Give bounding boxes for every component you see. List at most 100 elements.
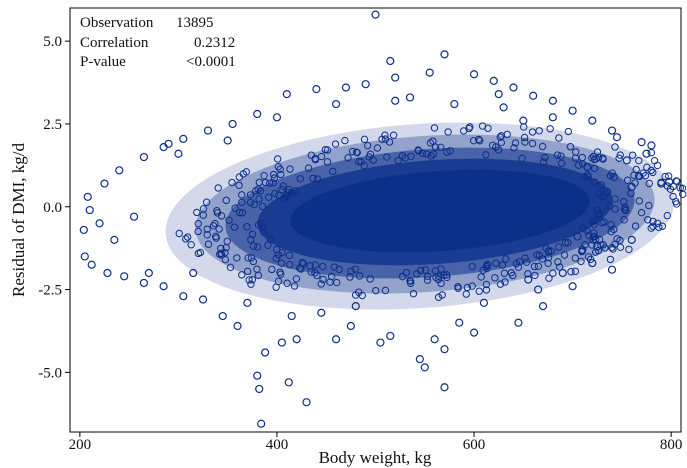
cloud-edge-marker [647,224,655,232]
scatter-point-1 [371,10,380,19]
scatter-point-18 [637,138,646,147]
cloud-edge-marker [454,282,462,291]
cloud-edge-marker [533,251,541,259]
cloud-edge-marker [272,245,281,254]
cloud-edge-marker [260,171,268,180]
scatter-point-90 [243,298,252,307]
scatter-point-16 [588,116,597,125]
cloud-edge-marker [260,228,268,236]
scatter-point-53 [302,398,311,407]
scatter-point-43 [346,321,355,331]
cloud-edge-marker [482,286,491,294]
scatter-point-31 [534,285,543,294]
scatter-point-80 [607,126,617,135]
cloud-edge-marker [628,151,637,159]
cloud-edge-marker [593,206,601,214]
scatter-point-97 [524,275,533,284]
cloud-edge-marker [615,154,623,162]
cloud-edge-marker [414,146,422,154]
cloud-edge-marker [579,224,587,233]
cloud-edge-marker [264,193,273,201]
cloud-edge-marker [351,265,359,273]
cloud-edge-marker [182,235,190,243]
cloud-edge-marker [317,152,326,161]
cloud-edge-marker [284,189,292,197]
cloud-edge-marker [243,223,251,231]
cloud-edge-marker [202,198,211,206]
cloud-edge-marker [290,282,299,290]
cloud-edge-marker [643,163,651,172]
cloud-edge-marker [249,257,258,266]
cloud-edge-marker [353,148,361,157]
scatter-point-75 [331,99,341,109]
cloud-edge-marker [491,274,499,282]
cloud-edge-marker [616,236,624,245]
cloud-edge-marker [357,157,365,166]
scatter-point-92 [287,311,296,321]
cloud-edge-marker [217,251,226,259]
cloud-edge-marker [221,255,230,264]
cloud-edge-marker [203,225,211,233]
cloud-edge-marker [258,202,267,211]
cloud-edge-marker [443,148,451,156]
cloud-edge-marker [311,155,320,164]
y-tick-label: 5.0 [43,34,62,50]
cloud-edge-marker [496,280,505,288]
cloud-edge-marker [422,150,431,158]
cloud-edge-marker [446,147,454,155]
cloud-edge-marker [554,258,562,266]
cloud-edge-marker [635,197,643,205]
cloud-edge-marker [269,179,277,187]
cloud-edge-marker [231,204,239,212]
cloud-edge-marker [555,134,563,142]
scatter-point-6 [361,80,370,89]
scatter-point-36 [430,335,439,344]
cloud-edge-marker [591,178,599,186]
cloud-edge-marker [583,227,591,235]
cloud-edge-marker [630,171,638,179]
cloud-edge-marker [622,206,630,215]
cloud-edge-marker [557,152,565,160]
cloud-edge-marker [214,184,222,192]
scatter-point-99 [583,162,592,172]
scatter-point-7 [341,83,351,92]
cloud-edge-marker [593,148,602,156]
cloud-edge-marker [265,179,274,187]
cloud-edge-marker [555,263,564,271]
scatter-point-42 [376,338,385,347]
cloud-edge-marker [226,263,235,272]
cloud-edge-marker [238,271,246,279]
cloud-edge-marker [407,152,415,161]
cloud-edge-marker [286,165,294,173]
cloud-edge-marker [492,259,500,267]
cloud-edge-marker [238,191,246,199]
scatter-point-85 [110,235,119,244]
cloud-edge-marker [413,270,421,278]
cloud-edge-marker [225,216,233,224]
cloud-edge-marker [283,279,291,287]
cloud-edge-marker [366,275,374,283]
cloud-edge-marker [247,254,256,262]
cloud-edge-marker [510,144,518,152]
cloud-edge-marker [245,276,253,284]
scatter-point-51 [257,419,266,428]
cloud-edge-marker [365,153,373,161]
cloud-edge-marker [246,198,255,207]
scatter-point-69 [139,152,149,162]
cloud-edge-marker [620,198,628,206]
cloud-edge-marker [571,254,580,262]
cloud-edge-marker [611,195,619,203]
cloud-edge-marker [277,270,285,278]
cloud-edge-marker [564,239,572,247]
scatter-point-68 [115,166,124,175]
cloud-edge-marker [644,216,652,224]
cloud-edge-marker [538,255,547,263]
cloud-edge-marker [270,174,279,182]
x-tick-label: 200 [69,437,92,453]
cloud-edge-marker [571,267,580,276]
cloud-edge-marker [269,170,278,179]
cloud-edge-marker [261,178,270,187]
cloud-edge-marker [521,138,529,146]
cloud-edge-marker [560,251,569,259]
cloud-edge-marker [313,175,322,183]
